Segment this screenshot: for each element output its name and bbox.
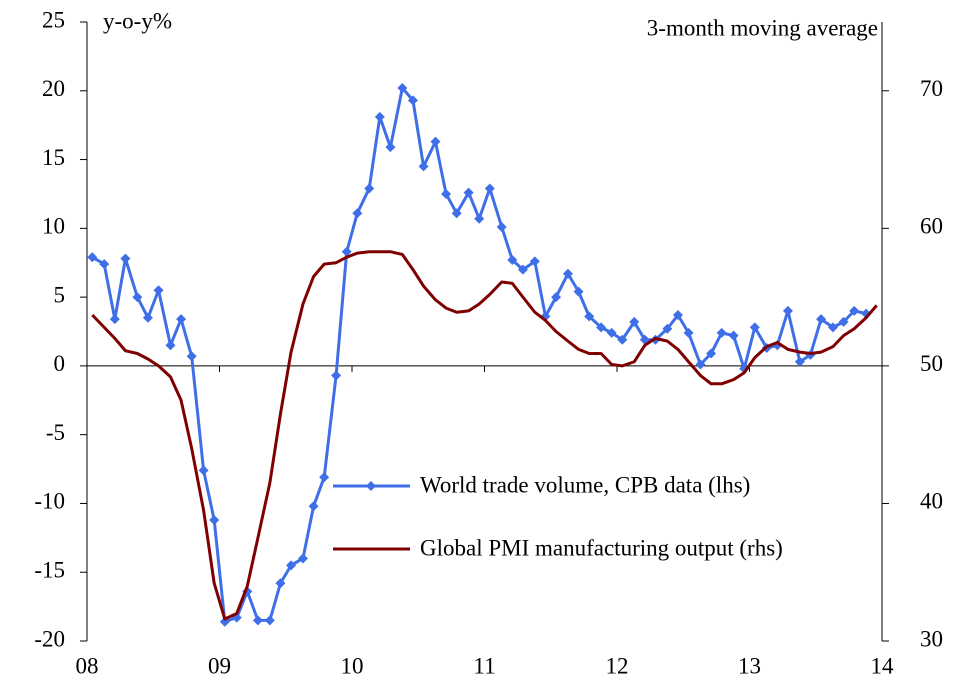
data-point [385, 142, 396, 153]
legend: World trade volume, CPB data (lhs) Globa… [333, 472, 783, 560]
data-point [441, 188, 452, 199]
data-point [838, 316, 849, 327]
data-point [407, 95, 418, 106]
data-point [331, 370, 342, 381]
y2-tick-label: 50 [920, 351, 943, 376]
y-tick-label: 0 [54, 351, 66, 376]
data-point [165, 340, 176, 351]
data-point [374, 111, 385, 122]
data-point [297, 553, 308, 564]
x-tick-label: 14 [871, 653, 895, 678]
data-point [341, 246, 352, 257]
x-tick-label: 12 [606, 653, 629, 678]
x-tick-label: 11 [473, 653, 495, 678]
data-point [474, 213, 485, 224]
y-tick-label: -15 [34, 558, 65, 583]
data-point [596, 322, 607, 333]
legend-label: Global PMI manufacturing output (rhs) [420, 535, 783, 560]
y-tick-label: 10 [42, 214, 65, 239]
data-point [142, 312, 153, 323]
data-point [562, 268, 573, 279]
data-point [573, 286, 584, 297]
y-tick-label: 20 [42, 76, 65, 101]
data-point [695, 359, 706, 370]
y-tick-label: 15 [42, 145, 65, 170]
data-point [319, 472, 330, 483]
data-point [584, 311, 595, 322]
y-tick-label: -5 [46, 420, 65, 445]
data-point [551, 292, 562, 303]
data-point [186, 351, 197, 362]
legend-label: World trade volume, CPB data (lhs) [420, 472, 750, 497]
data-point [120, 253, 131, 264]
data-point [132, 292, 143, 303]
x-tick-label: 10 [341, 653, 364, 678]
data-point [517, 264, 528, 275]
data-point [451, 208, 462, 219]
data-point [728, 330, 739, 341]
data-point [397, 83, 408, 94]
y-axis-label: y-o-y% [103, 8, 172, 33]
data-point [617, 334, 628, 345]
data-point [463, 187, 474, 198]
data-point [529, 256, 540, 267]
y2-tick-label: 60 [920, 214, 943, 239]
data-point [496, 221, 507, 232]
data-point [782, 305, 793, 316]
data-point [749, 322, 760, 333]
y2-tick-label: 40 [920, 489, 943, 514]
x-tick-label: 13 [738, 653, 761, 678]
data-point [794, 356, 805, 367]
data-point [849, 305, 860, 316]
data-point [683, 327, 694, 338]
y-tick-label: 5 [54, 282, 66, 307]
data-point [816, 314, 827, 325]
data-point [606, 327, 617, 338]
x-tick-label: 09 [208, 653, 231, 678]
data-point [87, 252, 98, 263]
data-point [364, 183, 375, 194]
data-point [308, 501, 319, 512]
data-point [507, 254, 518, 265]
data-point [252, 615, 263, 626]
data-point [716, 327, 727, 338]
x-tick-label: 08 [76, 653, 99, 678]
y-tick-label: -20 [34, 626, 65, 651]
data-point [198, 465, 209, 476]
data-point [418, 161, 429, 172]
data-point [484, 183, 495, 194]
data-point [352, 208, 363, 219]
data-point [827, 322, 838, 333]
data-point [430, 136, 441, 147]
legend-marker [366, 481, 376, 491]
data-point [706, 348, 717, 359]
y-tick-label: 25 [42, 7, 65, 32]
y2-tick-label: 70 [920, 76, 943, 101]
data-point [153, 285, 164, 296]
data-point [264, 615, 275, 626]
data-point [176, 314, 187, 325]
data-point [209, 514, 220, 525]
annotation: 3-month moving average [647, 15, 878, 40]
y-tick-label: -10 [34, 489, 65, 514]
data-point [275, 578, 286, 589]
data-point [629, 316, 640, 327]
series-line [91, 250, 878, 621]
data-point [99, 259, 110, 270]
data-point [286, 560, 297, 571]
data-point [672, 309, 683, 320]
data-point [662, 323, 673, 334]
y2-tick-label: 30 [920, 626, 943, 651]
data-point [109, 314, 120, 325]
